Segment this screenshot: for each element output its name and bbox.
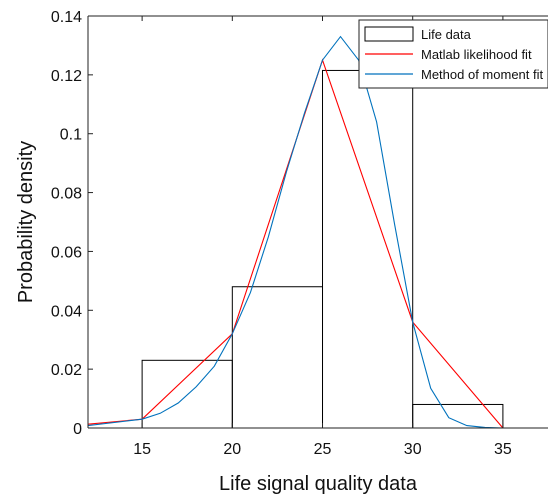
y-tick-label-0: 0 xyxy=(73,421,82,438)
y-tick-label-2: 0.04 xyxy=(51,303,82,320)
legend-swatch-0 xyxy=(364,26,414,42)
y-tick-label-4: 0.08 xyxy=(51,186,82,203)
legend-label-2: Method of moment fit xyxy=(421,67,543,82)
y-axis-ticks: 0 0.02 0.04 0.06 0.08 0.1 0.12 0.14 xyxy=(51,9,93,438)
x-tick-label-0: 15 xyxy=(133,441,151,458)
legend-label-1: Matlab likelihood fit xyxy=(421,47,532,62)
x-tick-label-1: 20 xyxy=(223,441,241,458)
legend: Life data Matlab likelihood fit Method of … xyxy=(358,19,548,89)
fit-lines xyxy=(87,35,548,429)
axes xyxy=(87,15,548,429)
legend-label-0: Life data xyxy=(421,27,472,42)
y-tick-label-5: 0.1 xyxy=(60,127,82,144)
x-tick-label-3: 30 xyxy=(404,441,422,458)
x-tick-label-4: 35 xyxy=(494,441,512,458)
y-axis-title: Probability density xyxy=(15,141,37,303)
y-tick-label-7: 0.14 xyxy=(51,9,82,26)
series-line-1 xyxy=(87,35,548,429)
x-axis-title: Life signal quality data xyxy=(219,473,418,495)
y-tick-label-1: 0.02 xyxy=(51,362,82,379)
x-tick-label-2: 25 xyxy=(314,441,332,458)
y-tick-label-6: 0.12 xyxy=(51,68,82,85)
x-axis-ticks: 15 20 25 30 35 xyxy=(133,16,512,458)
y-tick-label-3: 0.06 xyxy=(51,244,82,261)
